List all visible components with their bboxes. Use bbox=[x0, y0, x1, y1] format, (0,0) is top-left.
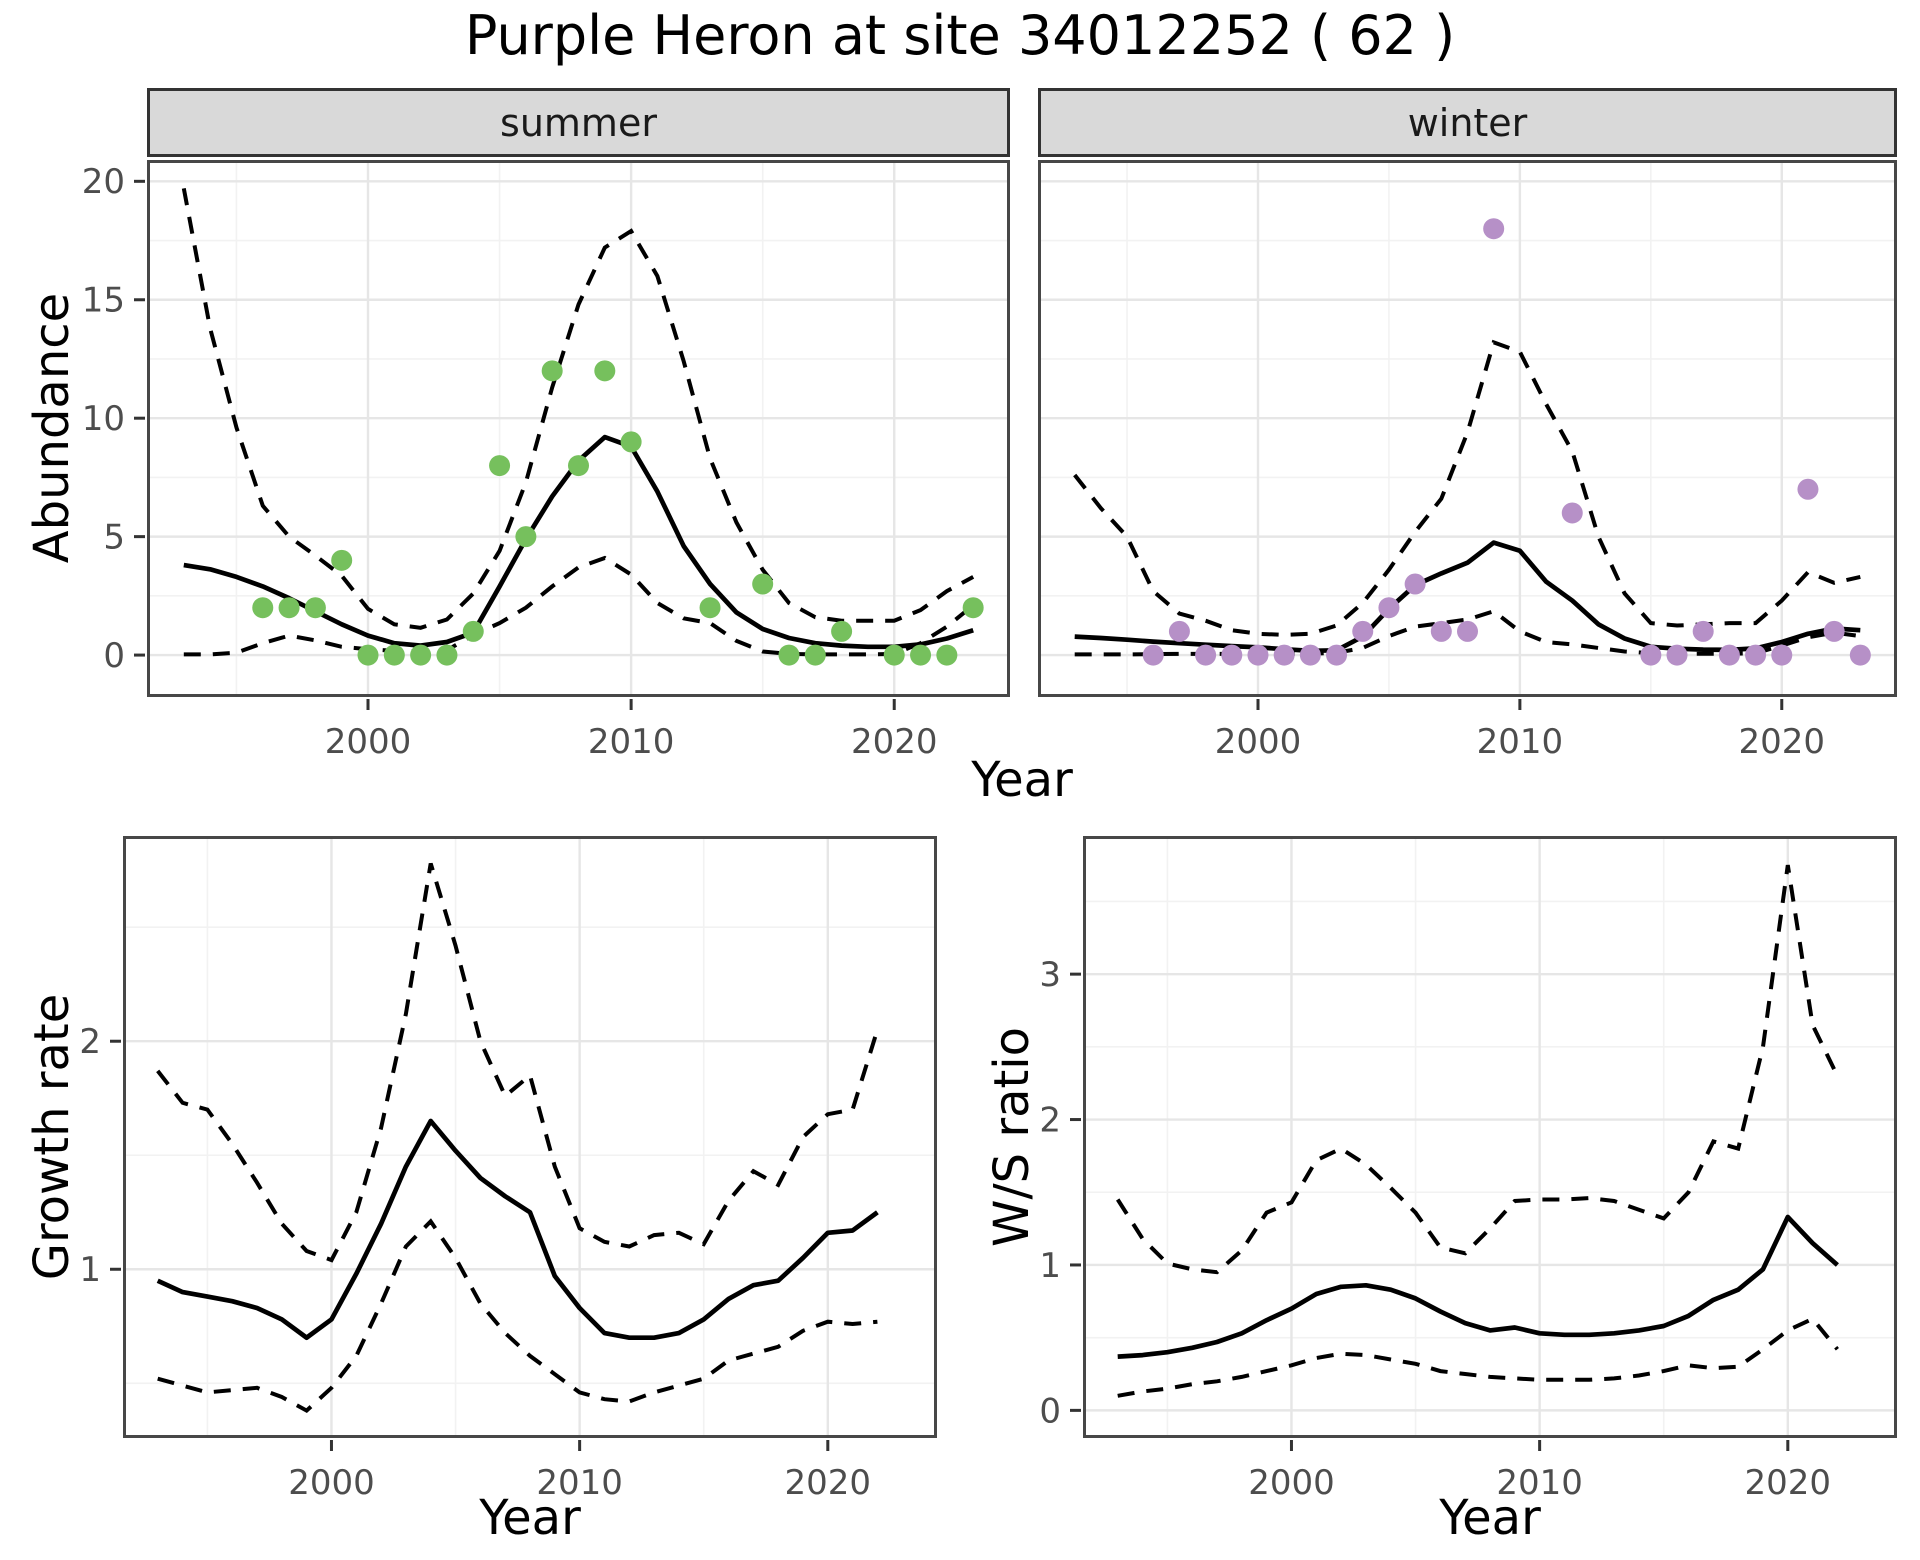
data-point bbox=[620, 431, 642, 453]
x-axis-title-top: Year bbox=[971, 752, 1073, 808]
data-point bbox=[1771, 644, 1793, 666]
y-tick-label: 3 bbox=[1039, 955, 1061, 995]
upper-ci-dashed-line bbox=[181, 188, 975, 630]
panel-border bbox=[147, 160, 1010, 697]
data-point bbox=[1273, 644, 1295, 666]
y-tick-label: 10 bbox=[82, 399, 125, 439]
fit-line bbox=[156, 1118, 879, 1341]
data-point bbox=[699, 597, 721, 619]
y-tick-label: 5 bbox=[103, 518, 125, 558]
data-point bbox=[752, 573, 774, 595]
panel-border bbox=[1083, 836, 1897, 1438]
y-tick-label: 0 bbox=[1039, 1391, 1061, 1431]
x-axis-title-ws: Year bbox=[1439, 1490, 1541, 1546]
data-point bbox=[1299, 644, 1321, 666]
data-point bbox=[252, 597, 274, 619]
y-tick-label: 2 bbox=[1039, 1100, 1061, 1140]
facet-strip-summer-label: summer bbox=[500, 100, 657, 145]
x-tick-label: 2000 bbox=[1215, 722, 1302, 762]
data-point bbox=[1692, 620, 1714, 642]
data-point bbox=[331, 549, 353, 571]
data-point bbox=[883, 644, 905, 666]
data-point bbox=[804, 644, 826, 666]
data-point bbox=[1352, 620, 1374, 642]
data-point bbox=[568, 455, 589, 477]
lower-ci-dashed-line bbox=[157, 1218, 878, 1414]
facet-strip-winter: winter bbox=[1038, 88, 1897, 157]
x-tick-label: 2010 bbox=[536, 1463, 623, 1503]
x-tick-label: 2010 bbox=[1496, 1463, 1583, 1503]
data-point bbox=[436, 644, 458, 666]
data-point bbox=[1430, 620, 1452, 642]
data-point bbox=[541, 360, 563, 382]
data-point bbox=[357, 644, 379, 666]
data-point bbox=[1666, 644, 1688, 666]
data-point bbox=[831, 620, 853, 642]
data-point bbox=[462, 620, 484, 642]
upper-ci-dashed-line bbox=[1073, 339, 1861, 637]
x-tick-label: 2020 bbox=[851, 722, 938, 762]
upper-ci-dashed-line bbox=[156, 862, 880, 1263]
panel-border bbox=[1038, 160, 1897, 697]
panel-border bbox=[123, 836, 937, 1438]
data-point bbox=[1823, 620, 1845, 642]
x-tick-label: 2020 bbox=[1745, 1463, 1832, 1503]
data-point bbox=[1745, 644, 1767, 666]
data-point bbox=[1168, 620, 1190, 642]
data-point bbox=[594, 360, 616, 382]
data-point bbox=[410, 644, 432, 666]
data-point bbox=[1378, 597, 1400, 619]
x-tick-label: 2000 bbox=[1248, 1463, 1335, 1503]
y-tick-label: 1 bbox=[79, 1250, 101, 1290]
ws-ratio-panel: 2000 2010 2020 0 1 2 3 bbox=[1039, 836, 1897, 1503]
data-point bbox=[1247, 644, 1269, 666]
data-point bbox=[1457, 620, 1478, 642]
data-point bbox=[962, 597, 984, 619]
x-tick-label: 2020 bbox=[1739, 722, 1826, 762]
data-point bbox=[278, 597, 300, 619]
y-tick-label: 20 bbox=[82, 162, 125, 202]
facet-strip-winter-label: winter bbox=[1407, 100, 1528, 145]
y-tick-label: 2 bbox=[79, 1022, 101, 1062]
data-point bbox=[1404, 573, 1426, 595]
y-axis-title-growth: Growth rate bbox=[24, 993, 80, 1281]
data-point bbox=[304, 597, 326, 619]
y-axis-title-ws: W/S ratio bbox=[984, 1026, 1040, 1248]
data-point bbox=[910, 644, 932, 666]
data-point bbox=[1718, 644, 1740, 666]
y-axis-title-abundance: Abundance bbox=[24, 292, 80, 564]
data-point bbox=[1561, 502, 1583, 524]
data-point bbox=[1797, 478, 1819, 500]
y-tick-label: 0 bbox=[103, 636, 125, 676]
x-tick-label: 2000 bbox=[288, 1463, 375, 1503]
data-point bbox=[1483, 218, 1505, 240]
x-axis-title-growth: Year bbox=[479, 1490, 581, 1546]
facet-strip-summer: summer bbox=[147, 88, 1010, 157]
abundance-winter-panel: 2000 2010 2020 bbox=[1038, 160, 1897, 762]
data-point bbox=[489, 455, 511, 477]
data-point bbox=[778, 644, 800, 666]
lower-ci-dashed-line bbox=[1117, 1316, 1839, 1398]
data-point bbox=[1142, 644, 1164, 666]
plot-title: Purple Heron at site 34012252 ( 62 ) bbox=[464, 4, 1456, 67]
abundance-summer-panel: 2000 2010 2020 0 5 10 15 20 bbox=[82, 160, 1010, 762]
data-point bbox=[1326, 644, 1348, 666]
fit-line bbox=[1117, 1214, 1839, 1359]
upper-ci-dashed-line bbox=[1116, 864, 1840, 1275]
x-tick-label: 2010 bbox=[588, 722, 675, 762]
data-point bbox=[1195, 644, 1217, 666]
growth-rate-panel: 2000 2010 2020 1 2 bbox=[79, 836, 937, 1503]
data-point bbox=[936, 644, 958, 666]
x-tick-label: 2000 bbox=[325, 722, 412, 762]
data-point bbox=[1849, 644, 1871, 666]
data-point bbox=[1221, 644, 1243, 666]
y-tick-label: 15 bbox=[82, 281, 125, 321]
x-tick-label: 2010 bbox=[1477, 722, 1564, 762]
data-point bbox=[1640, 644, 1662, 666]
x-tick-label: 2020 bbox=[785, 1463, 872, 1503]
data-point bbox=[515, 526, 537, 548]
data-point bbox=[383, 644, 405, 666]
y-tick-label: 1 bbox=[1039, 1246, 1061, 1286]
